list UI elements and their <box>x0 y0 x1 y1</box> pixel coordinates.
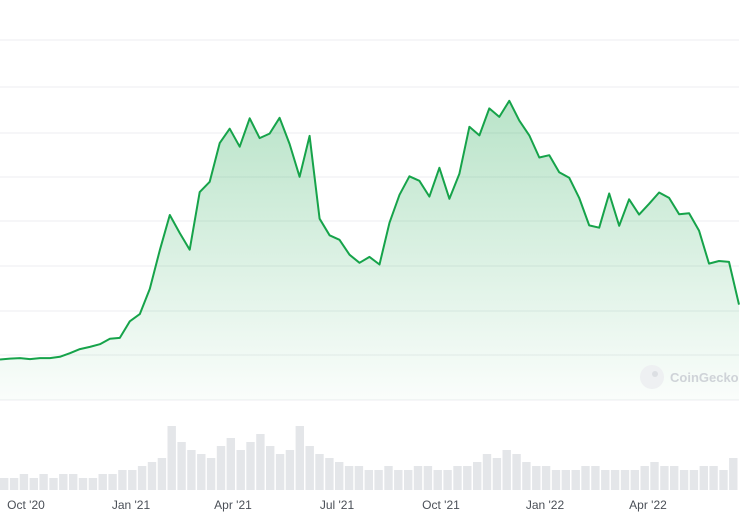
volume-bar <box>571 470 580 490</box>
x-tick-label: Oct '21 <box>422 498 460 512</box>
volume-bar <box>315 454 324 490</box>
volume-bar <box>216 446 226 490</box>
volume-bar <box>177 442 186 490</box>
volume-bar <box>689 470 699 490</box>
x-tick-label: Oct '20 <box>7 498 45 512</box>
volume-bar <box>49 478 58 490</box>
volume-bar <box>335 462 344 490</box>
volume-bar <box>325 458 334 490</box>
volume-bar <box>620 470 630 490</box>
volume-bar <box>679 470 689 490</box>
volume-bar <box>157 458 167 490</box>
volume-bar <box>39 474 48 490</box>
volume-bar <box>167 426 176 490</box>
volume-bar <box>610 470 620 490</box>
price-line <box>0 99 740 361</box>
volume-bar <box>197 454 206 490</box>
volume-bar <box>512 454 521 490</box>
x-tick-label: Jan '21 <box>112 498 151 512</box>
volume-bar <box>147 462 157 490</box>
x-axis-ticks: Oct '20 Jan '21 Apr '21 Jul '21 Oct '21 Jan '… <box>7 498 667 512</box>
volume-bar <box>295 426 304 490</box>
volume-bar <box>453 466 462 490</box>
volume-bar <box>532 466 541 490</box>
volume-bar <box>19 474 29 490</box>
volume-bar <box>482 454 492 490</box>
volume-bar <box>670 466 679 490</box>
volume-bar <box>128 470 137 490</box>
volume-bar <box>640 466 649 490</box>
volume-bars <box>0 426 738 490</box>
volume-bar <box>78 478 88 490</box>
volume-bar <box>246 442 255 490</box>
volume-bar <box>404 470 413 490</box>
volume-bar <box>285 450 295 490</box>
volume-bar <box>473 462 482 490</box>
volume-bar <box>699 466 708 490</box>
volume-bar <box>226 438 235 490</box>
volume-bar <box>443 470 452 490</box>
x-tick-label: Jul '21 <box>320 498 355 512</box>
volume-bar <box>59 474 68 490</box>
volume-bar <box>729 458 738 490</box>
volume-bar <box>650 462 659 490</box>
volume-bar <box>709 466 718 490</box>
volume-bar <box>394 470 403 490</box>
volume-bar <box>463 466 472 490</box>
volume-bar <box>384 466 393 490</box>
watermark-label: CoinGecko <box>670 370 739 385</box>
volume-bar <box>433 470 442 490</box>
volume-bar <box>344 466 354 490</box>
volume-bar <box>561 470 570 490</box>
volume-bar <box>187 450 196 490</box>
gecko-logo-icon <box>640 365 664 389</box>
volume-bar <box>551 470 561 490</box>
volume-bar <box>118 470 127 490</box>
coingecko-watermark: CoinGecko <box>640 365 739 389</box>
volume-bar <box>256 434 265 490</box>
volume-bar <box>98 474 107 490</box>
volume-bar <box>9 478 19 490</box>
volume-bar <box>0 478 9 490</box>
volume-bar <box>354 466 364 490</box>
volume-bar <box>305 446 314 490</box>
volume-bar <box>581 466 590 490</box>
volume-bar <box>601 470 610 490</box>
volume-bar <box>206 458 216 490</box>
volume-bar <box>69 474 78 490</box>
volume-bar <box>591 466 600 490</box>
x-tick-label: Apr '22 <box>629 498 667 512</box>
volume-bar <box>541 466 551 490</box>
price-area <box>0 100 739 401</box>
volume-bar <box>423 466 433 490</box>
volume-bar <box>275 454 285 490</box>
x-tick-label: Apr '21 <box>214 498 252 512</box>
volume-bar <box>108 474 117 490</box>
volume-bar <box>719 470 728 490</box>
volume-bar <box>413 466 423 490</box>
volume-bar <box>364 470 373 490</box>
volume-bar <box>492 458 502 490</box>
volume-bar <box>266 446 275 490</box>
volume-bar <box>29 478 38 490</box>
volume-bar <box>236 450 245 490</box>
volume-bar <box>374 470 383 490</box>
volume-bar <box>88 478 98 490</box>
volume-bar <box>502 450 511 490</box>
volume-bar <box>137 466 147 490</box>
volume-bar <box>630 470 639 490</box>
x-tick-label: Jan '22 <box>526 498 565 512</box>
volume-bar <box>660 466 669 490</box>
volume-bar <box>522 462 531 490</box>
